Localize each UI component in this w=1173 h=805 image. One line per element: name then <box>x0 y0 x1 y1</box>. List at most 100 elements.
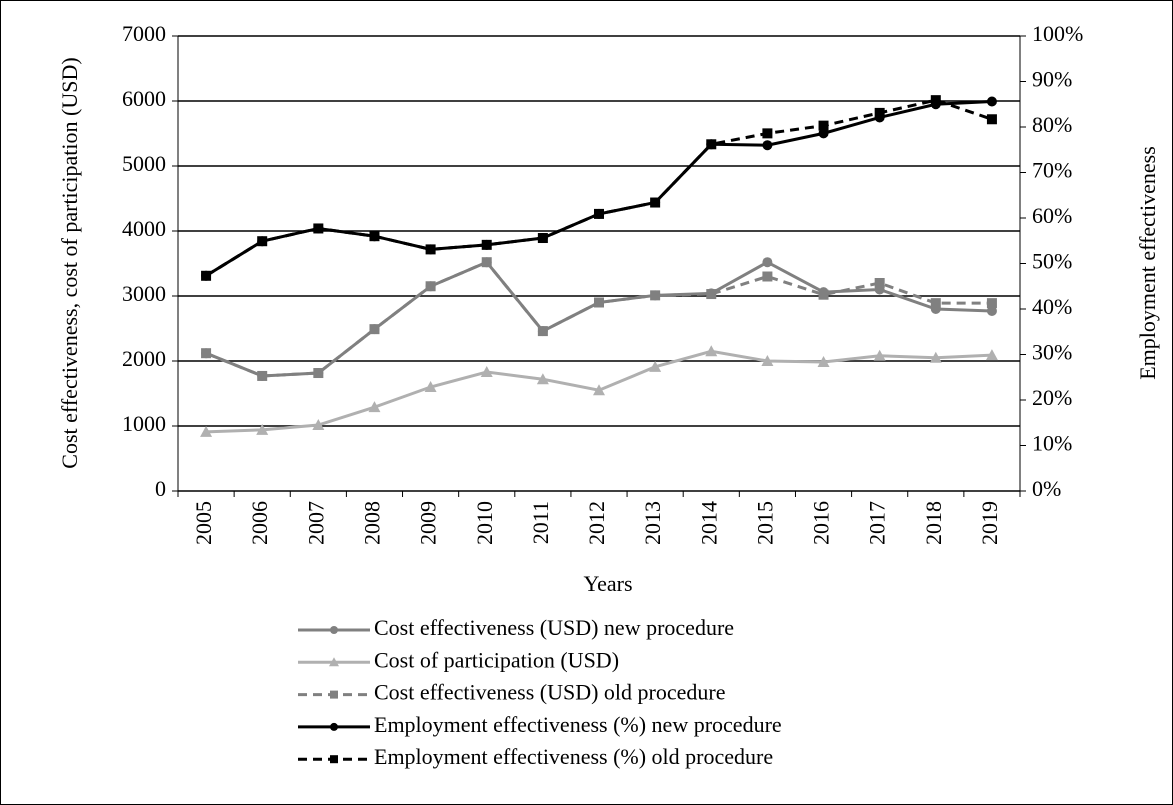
data-point <box>201 270 212 281</box>
y2-tick-label: 80% <box>1032 112 1072 137</box>
y2-tick-label: 60% <box>1032 203 1072 228</box>
legend-label: Cost effectiveness (USD) old procedure <box>374 680 726 705</box>
y-tick-label: 5000 <box>122 151 166 176</box>
data-point <box>986 298 997 309</box>
y-tick-label: 7000 <box>122 21 166 46</box>
data-point <box>706 139 717 150</box>
data-point <box>425 281 436 292</box>
y2-tick-label: 90% <box>1032 67 1072 92</box>
data-point <box>649 360 662 372</box>
y2-axis-title: Employment effectiveness <box>1135 146 1160 380</box>
data-point <box>369 324 380 335</box>
data-point <box>986 114 997 125</box>
legend-marker <box>329 657 339 667</box>
x-tick-label: 2010 <box>472 501 497 545</box>
legend-marker <box>330 690 338 699</box>
x-tick-label: 2006 <box>247 501 272 545</box>
data-point <box>705 345 718 357</box>
data-point <box>593 384 605 396</box>
y-tick-label: 1000 <box>122 411 166 436</box>
data-point <box>256 423 269 435</box>
data-point <box>706 289 717 300</box>
data-point <box>818 120 829 131</box>
y2-tick-label: 40% <box>1032 294 1072 319</box>
x-tick-label: 2012 <box>584 501 609 545</box>
data-point <box>929 351 942 363</box>
legend-label: Cost of participation (USD) <box>374 647 619 672</box>
data-point <box>312 419 325 431</box>
x-tick-label: 2007 <box>303 501 328 545</box>
data-point <box>481 239 492 250</box>
data-point <box>424 381 437 392</box>
data-point <box>986 305 997 316</box>
data-point <box>480 366 493 378</box>
legend-marker <box>330 722 338 731</box>
data-point <box>257 236 268 247</box>
data-point <box>818 128 829 139</box>
data-point <box>481 257 492 268</box>
y2-tick-label: 0% <box>1032 476 1061 501</box>
data-point <box>369 231 380 242</box>
data-point <box>650 290 661 301</box>
y-tick-label: 4000 <box>122 216 166 241</box>
data-point <box>594 297 604 308</box>
data-point <box>930 298 941 309</box>
y2-tick-label: 20% <box>1032 385 1072 410</box>
x-axis-title: Years <box>583 571 632 596</box>
y2-tick-label: 50% <box>1032 249 1072 274</box>
data-point <box>874 278 885 288</box>
data-point <box>930 95 941 106</box>
legend-label: Employment effectiveness (%) old procedu… <box>374 744 773 769</box>
y-axis-title: Cost effectiveness, cost of participatio… <box>57 57 82 468</box>
data-point <box>817 355 830 367</box>
x-tick-label: 2018 <box>921 501 946 545</box>
x-tick-label: 2016 <box>809 501 834 545</box>
data-point <box>762 271 773 282</box>
data-point <box>986 96 997 107</box>
x-tick-label: 2011 <box>528 501 553 544</box>
y-tick-label: 2000 <box>122 346 166 371</box>
x-tick-label: 2015 <box>752 501 777 545</box>
data-point <box>594 208 604 219</box>
data-point <box>313 223 324 234</box>
y2-tick-label: 70% <box>1032 158 1072 183</box>
y-tick-label: 0 <box>155 476 166 501</box>
data-point <box>313 368 324 379</box>
data-point <box>874 107 885 118</box>
x-tick-label: 2008 <box>360 501 385 545</box>
legend-marker <box>330 755 338 764</box>
legend-label: Employment effectiveness (%) new procedu… <box>374 712 782 737</box>
data-point <box>257 370 268 381</box>
data-point <box>873 349 886 361</box>
data-point <box>762 140 773 151</box>
data-point <box>201 348 212 359</box>
data-point <box>200 425 213 437</box>
data-point <box>762 257 773 268</box>
y2-tick-label: 30% <box>1032 340 1072 365</box>
data-point <box>368 401 381 413</box>
x-tick-label: 2017 <box>865 501 890 545</box>
y2-tick-label: 10% <box>1032 431 1072 456</box>
x-tick-label: 2013 <box>640 501 665 545</box>
x-tick-label: 2005 <box>191 501 216 545</box>
legend-marker <box>330 626 338 634</box>
data-point <box>537 326 548 337</box>
data-point <box>537 233 548 244</box>
x-tick-label: 2009 <box>416 501 441 545</box>
x-tick-label: 2014 <box>696 501 721 545</box>
data-point <box>536 373 549 385</box>
legend-label: Cost effectiveness (USD) new procedure <box>374 615 734 640</box>
y-tick-label: 3000 <box>122 281 166 306</box>
y2-tick-label: 100% <box>1032 21 1083 46</box>
data-point <box>650 197 661 208</box>
x-tick-label: 2019 <box>977 501 1002 545</box>
data-point <box>762 128 773 139</box>
data-point <box>818 289 829 300</box>
y-tick-label: 6000 <box>122 86 166 111</box>
data-point <box>985 349 998 361</box>
data-point <box>425 244 436 255</box>
data-point <box>761 355 774 366</box>
